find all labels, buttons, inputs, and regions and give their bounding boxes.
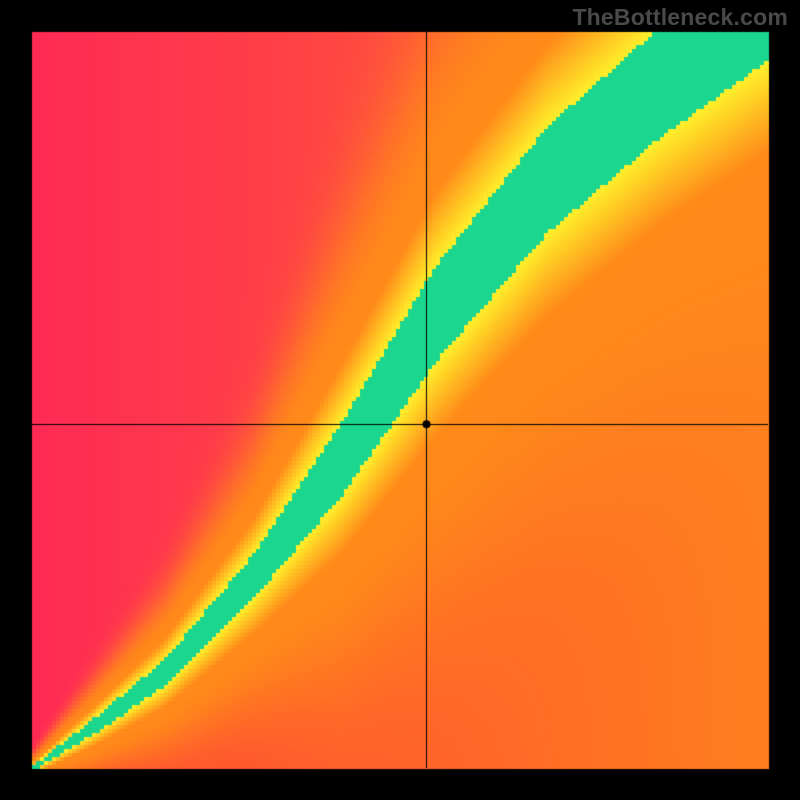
- watermark-text: TheBottleneck.com: [572, 4, 788, 31]
- chart-container: TheBottleneck.com: [0, 0, 800, 800]
- bottleneck-heatmap: [0, 0, 800, 800]
